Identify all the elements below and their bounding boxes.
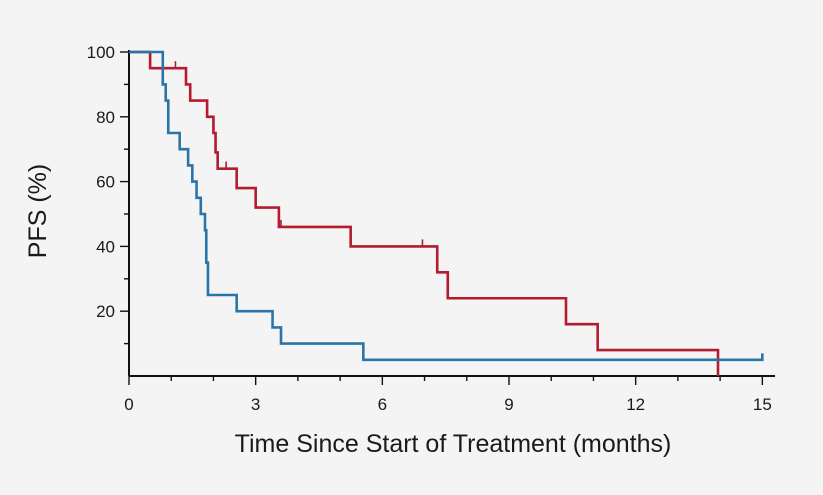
x-tick-label: 15: [753, 395, 772, 414]
series-layer: [129, 50, 764, 376]
series-line-1: [129, 50, 720, 376]
y-tick-label: 80: [96, 108, 115, 127]
y-tick-label: 60: [96, 173, 115, 192]
axes: 0 3 6 9 12 15 20 40 60 80 100: [87, 43, 775, 414]
y-axis-title: PFS (%): [24, 164, 52, 258]
x-tick-label: 6: [378, 395, 387, 414]
x-tick-label: 12: [626, 395, 645, 414]
series-line-2: [129, 50, 764, 362]
y-tick-label: 40: [96, 237, 115, 256]
x-tick-label: 0: [124, 395, 133, 414]
y-tick-label: 20: [96, 302, 115, 321]
x-tick-label: 9: [504, 395, 513, 414]
y-tick-label: 100: [87, 43, 115, 62]
x-tick-label: 3: [251, 395, 260, 414]
x-axis-title: Time Since Start of Treatment (months): [235, 430, 672, 458]
